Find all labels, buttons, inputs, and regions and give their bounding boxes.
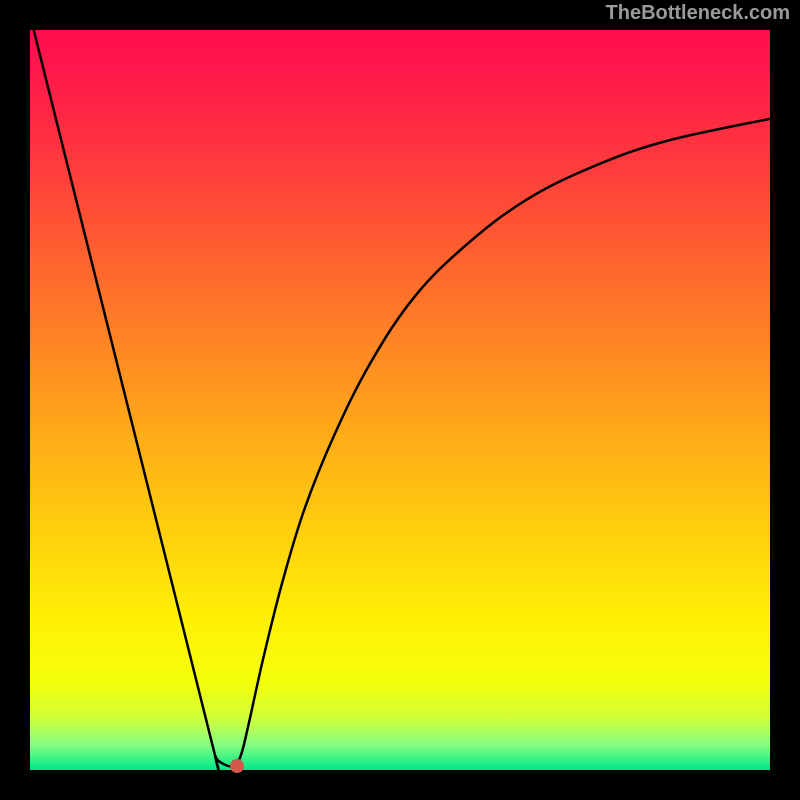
optimal-point-marker bbox=[230, 759, 244, 773]
bottleneck-curve bbox=[30, 30, 770, 770]
curve-path bbox=[34, 30, 770, 770]
watermark-text: TheBottleneck.com bbox=[606, 2, 790, 25]
chart-plot-area bbox=[30, 30, 770, 770]
